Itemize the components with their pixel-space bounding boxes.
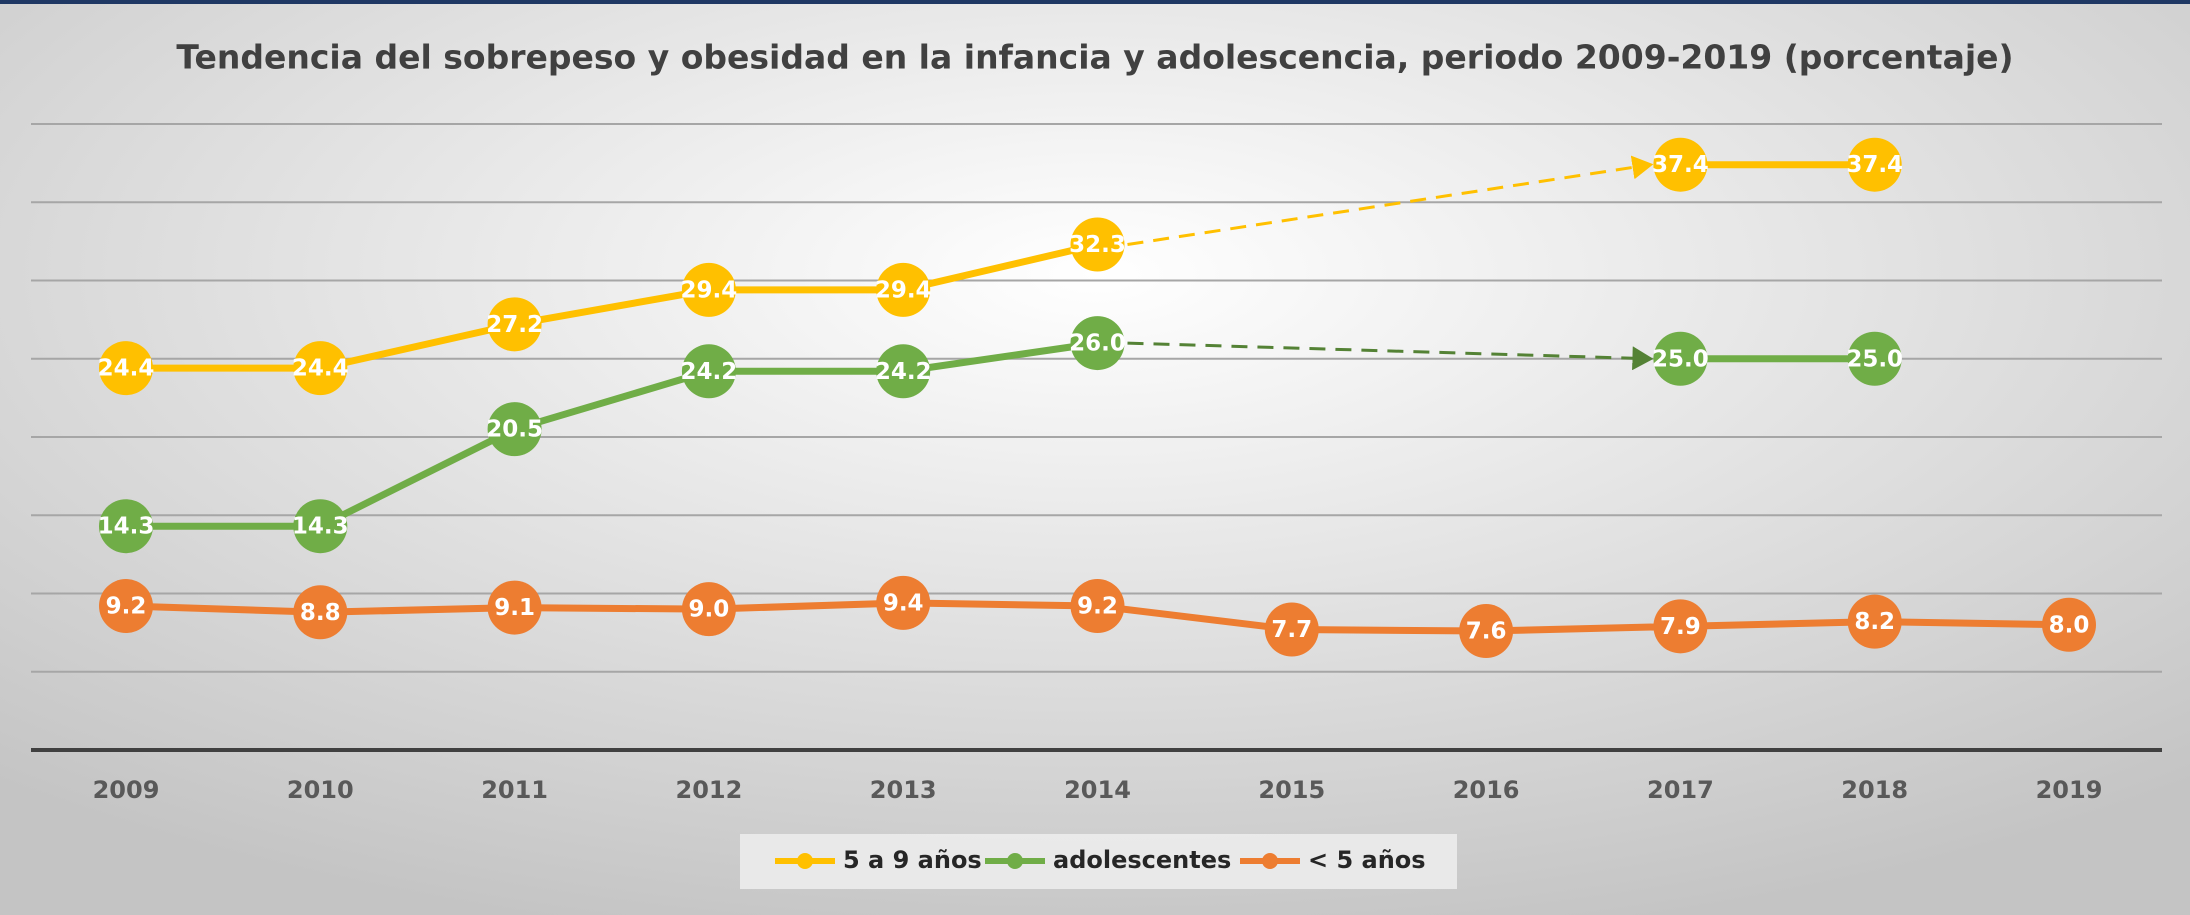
marker bbox=[1653, 331, 1708, 386]
data-label: 14.3 bbox=[98, 514, 155, 540]
marker bbox=[99, 499, 153, 554]
marker bbox=[487, 297, 542, 352]
marker bbox=[1070, 217, 1125, 272]
marker bbox=[293, 585, 348, 640]
data-label: 24.2 bbox=[681, 359, 738, 385]
data-label: 24.2 bbox=[875, 359, 932, 385]
data-label: 9.2 bbox=[106, 594, 147, 620]
x-tick-label: 2015 bbox=[1258, 776, 1325, 804]
data-label: 8.8 bbox=[300, 600, 341, 626]
data-label: 14.3 bbox=[292, 514, 349, 540]
marker bbox=[2042, 597, 2096, 652]
marker bbox=[1653, 137, 1708, 192]
marker bbox=[293, 499, 348, 554]
x-tick-label: 2013 bbox=[870, 776, 937, 804]
marker bbox=[681, 582, 736, 637]
legend-marker bbox=[1007, 853, 1023, 869]
data-label: 29.4 bbox=[681, 277, 738, 303]
marker bbox=[1847, 137, 1902, 192]
marker bbox=[876, 262, 931, 317]
marker bbox=[487, 580, 542, 635]
marker bbox=[1070, 316, 1125, 371]
data-label: 25.0 bbox=[1652, 346, 1709, 372]
marker bbox=[1653, 599, 1708, 654]
x-tick-label: 2018 bbox=[1841, 776, 1908, 804]
x-tick-label: 2019 bbox=[2036, 776, 2103, 804]
legend-box bbox=[740, 834, 1457, 889]
x-tick-label: 2016 bbox=[1453, 776, 1520, 804]
legend-marker bbox=[1262, 853, 1278, 869]
x-tick-label: 2014 bbox=[1064, 776, 1131, 804]
legend-label: adolescentes bbox=[1053, 846, 1231, 874]
marker bbox=[876, 344, 931, 399]
gap-connector bbox=[1127, 155, 1654, 246]
marker bbox=[1070, 579, 1125, 634]
data-label: 24.4 bbox=[292, 356, 349, 382]
data-label: 32.3 bbox=[1069, 232, 1126, 258]
x-tick-label: 2017 bbox=[1647, 776, 1714, 804]
marker bbox=[99, 579, 153, 634]
data-label: 25.0 bbox=[1846, 346, 1903, 372]
marker bbox=[293, 341, 348, 396]
marker bbox=[681, 344, 736, 399]
marker bbox=[1264, 602, 1319, 657]
data-label: 20.5 bbox=[486, 417, 543, 443]
data-label: 9.1 bbox=[494, 595, 535, 621]
chart-title: Tendencia del sobrepeso y obesidad en la… bbox=[176, 38, 2013, 77]
data-label: 7.6 bbox=[1466, 619, 1507, 645]
data-label: 8.0 bbox=[2049, 612, 2090, 638]
marker bbox=[1847, 594, 1902, 649]
marker bbox=[1459, 604, 1514, 659]
data-label: 9.2 bbox=[1077, 594, 1118, 620]
marker bbox=[487, 402, 542, 457]
marker bbox=[681, 262, 736, 317]
series-line bbox=[126, 161, 1875, 372]
data-label: 8.2 bbox=[1854, 609, 1895, 635]
data-label: 37.4 bbox=[1652, 152, 1709, 178]
gap-connector bbox=[1127, 341, 1654, 371]
legend-marker bbox=[797, 853, 813, 869]
marker bbox=[1847, 331, 1902, 386]
data-label: 24.4 bbox=[98, 356, 155, 382]
marker bbox=[99, 341, 153, 396]
data-label: 37.4 bbox=[1846, 152, 1903, 178]
data-label: 9.0 bbox=[689, 597, 730, 623]
top-border bbox=[0, 0, 2190, 4]
marker bbox=[876, 575, 931, 630]
x-tick-label: 2012 bbox=[676, 776, 743, 804]
x-tick-label: 2009 bbox=[93, 776, 160, 804]
data-label: 9.4 bbox=[883, 590, 924, 616]
x-tick-label: 2010 bbox=[287, 776, 354, 804]
data-label: 26.0 bbox=[1069, 331, 1126, 357]
series-line bbox=[126, 339, 1875, 530]
legend-label: 5 a 9 años bbox=[843, 846, 982, 874]
data-label: 7.7 bbox=[1271, 617, 1312, 643]
data-label: 27.2 bbox=[486, 312, 543, 338]
data-label: 7.9 bbox=[1660, 614, 1701, 640]
data-label: 29.4 bbox=[875, 277, 932, 303]
x-tick-label: 2011 bbox=[481, 776, 548, 804]
legend-label: < 5 años bbox=[1308, 846, 1426, 874]
